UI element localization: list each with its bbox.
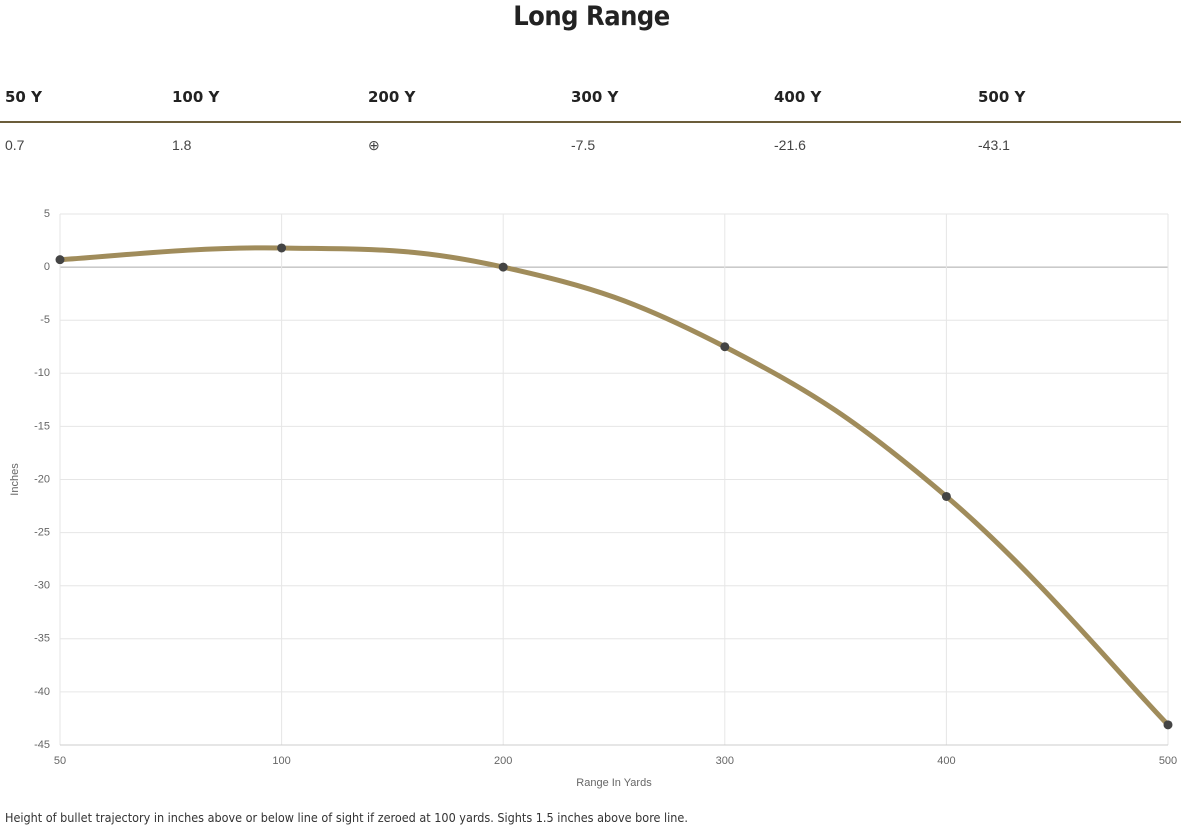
y-tick-label: -35 <box>34 633 50 645</box>
y-tick-label: -5 <box>40 314 50 326</box>
y-tick-label: -45 <box>34 739 50 751</box>
table-cell: 1.8 <box>172 137 192 153</box>
table-rule <box>0 121 1181 123</box>
table-cell: -43.1 <box>978 137 1010 153</box>
data-point <box>277 243 287 253</box>
x-tick-label: 500 <box>1159 755 1177 767</box>
x-tick-label: 100 <box>272 755 290 767</box>
table-cell: -21.6 <box>774 137 806 153</box>
table-cell: -7.5 <box>571 137 596 153</box>
column-header: 400 Y <box>774 88 822 106</box>
x-axis-label: Range In Yards <box>576 777 652 789</box>
y-tick-label: 0 <box>44 261 50 273</box>
y-tick-label: -25 <box>34 527 50 539</box>
y-tick-label: -15 <box>34 420 50 432</box>
y-tick-label: 5 <box>44 208 50 220</box>
x-tick-label: 300 <box>716 755 734 767</box>
column-header: 500 Y <box>978 88 1026 106</box>
y-tick-label: -40 <box>34 686 50 698</box>
title: Long Range <box>513 1 670 32</box>
y-tick-label: -20 <box>34 473 50 485</box>
y-axis-label: Inches <box>9 463 21 496</box>
data-point <box>498 262 508 272</box>
x-tick-label: 50 <box>54 755 66 767</box>
x-tick-label: 400 <box>937 755 955 767</box>
trajectory-line <box>59 245 1170 727</box>
data-point <box>720 342 730 352</box>
y-tick-label: -10 <box>34 367 50 379</box>
data-point <box>55 255 65 265</box>
footnote: Height of bullet trajectory in inches ab… <box>5 810 688 825</box>
column-header: 300 Y <box>571 88 619 106</box>
table-cell: ⊕ <box>368 137 380 153</box>
data-point <box>941 491 951 501</box>
column-header: 50 Y <box>5 88 42 106</box>
column-header: 200 Y <box>368 88 416 106</box>
y-tick-label: -30 <box>34 580 50 592</box>
table-cell: 0.7 <box>5 137 25 153</box>
data-point <box>1163 720 1173 730</box>
x-tick-label: 200 <box>494 755 512 767</box>
column-header: 100 Y <box>172 88 220 106</box>
